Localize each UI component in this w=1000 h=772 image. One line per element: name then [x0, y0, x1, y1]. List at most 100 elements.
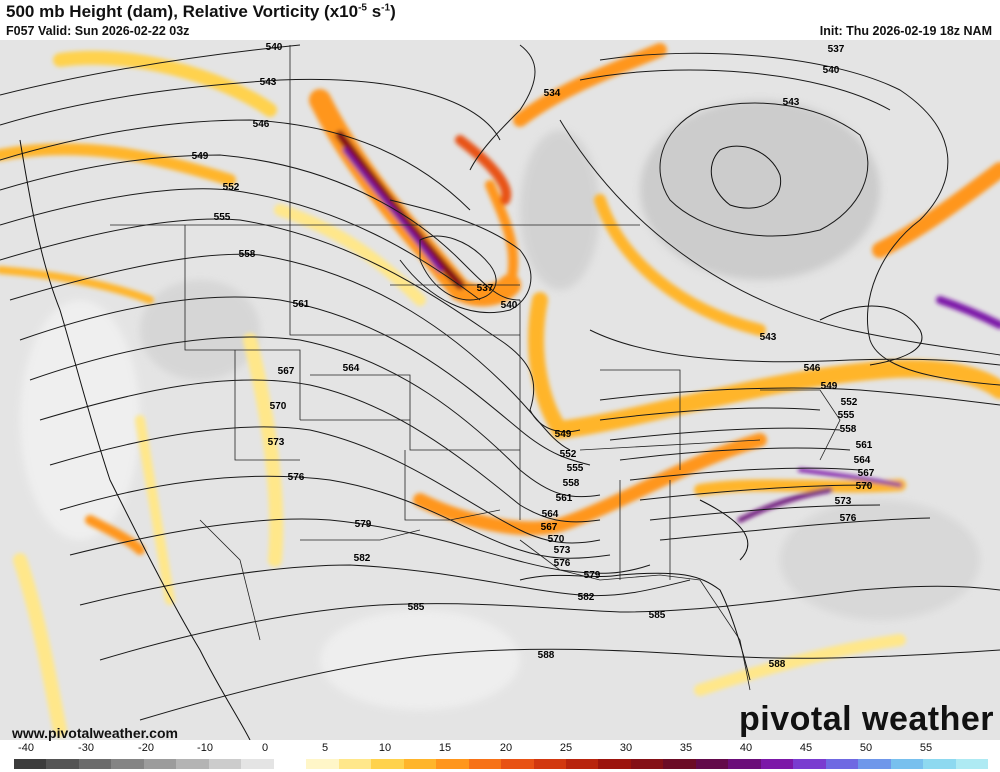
height-label: 582 — [354, 553, 371, 564]
height-labels: 5405435465495525555585615645675705735765… — [192, 42, 875, 670]
height-label: 585 — [408, 602, 425, 613]
colorbar-swatch — [598, 759, 631, 769]
height-label: 588 — [769, 659, 786, 670]
height-label: 549 — [821, 381, 838, 392]
colorbar-tick: 10 — [378, 742, 392, 754]
colorbar-tick: 30 — [619, 742, 633, 754]
colorbar-swatch — [111, 759, 144, 769]
height-label: 573 — [554, 545, 571, 556]
colorbar-swatch — [695, 759, 729, 769]
height-label: 567 — [858, 468, 875, 479]
colorbar-tick: 45 — [799, 742, 813, 754]
colorbar-swatch — [890, 759, 924, 769]
height-contours — [0, 44, 1000, 721]
height-label: 582 — [578, 592, 595, 603]
height-label: 540 — [501, 300, 518, 311]
colorbar-swatch — [468, 759, 502, 769]
height-label: 573 — [835, 496, 852, 507]
height-label: 579 — [355, 519, 372, 530]
height-label: 546 — [253, 119, 270, 130]
height-label: 576 — [840, 513, 857, 524]
colorbar-swatch — [663, 759, 696, 769]
height-label: 570 — [270, 401, 287, 412]
header: 500 mb Height (dam), Relative Vorticity … — [0, 0, 1000, 40]
colorbar-tick: -20 — [138, 742, 154, 754]
colorbar-swatch — [825, 759, 859, 769]
colorbar-swatch — [273, 759, 307, 769]
colorbar-swatch — [436, 759, 469, 769]
height-label: 561 — [856, 440, 873, 451]
height-label: 558 — [239, 249, 256, 260]
colorbar-swatch — [501, 759, 534, 769]
colorbar-swatch — [630, 759, 664, 769]
colorbar-swatch — [760, 759, 794, 769]
colorbar-tick: 15 — [438, 742, 452, 754]
colorbar-strip — [14, 759, 989, 769]
colorbar-tick: 20 — [499, 742, 513, 754]
height-label: 537 — [477, 283, 494, 294]
colorbar-tick: 0 — [261, 742, 269, 754]
vorticity-map: 540 543 546 549 552 555 558 561 564 567 570 573 576 5… — [0, 40, 1000, 740]
colorbar-swatch — [306, 759, 339, 769]
height-label: 564 — [343, 363, 360, 374]
colorbar-tick: -40 — [18, 742, 34, 754]
brand-logo: pivotal weather — [738, 700, 994, 738]
height-label: 579 — [584, 570, 601, 581]
height-label: 546 — [804, 363, 821, 374]
colorbar-swatch — [793, 759, 826, 769]
height-label: 567 — [278, 366, 295, 377]
colorbar-tick: -30 — [78, 742, 94, 754]
colorbar-tick: 55 — [919, 742, 933, 754]
height-label: 567 — [541, 522, 558, 533]
colorbar-tick: -10 — [197, 742, 213, 754]
colorbar-swatch — [241, 759, 274, 769]
height-label: 552 — [560, 449, 577, 460]
height-label: 543 — [760, 332, 777, 343]
height-label: 585 — [649, 610, 666, 621]
state-borders — [110, 45, 841, 691]
colorbar-tick: 40 — [739, 742, 753, 754]
colorbar-ticks: -40 -30 -20 -10 0 5 10 15 20 25 30 35 40 45 50 55 — [0, 742, 1000, 756]
colorbar-swatch — [338, 759, 372, 769]
colorbar-swatch — [403, 759, 437, 769]
height-label: 540 — [823, 65, 840, 76]
height-label: 555 — [838, 410, 855, 421]
height-label: 552 — [223, 182, 240, 193]
height-label: 555 — [567, 463, 584, 474]
height-label: 570 — [548, 534, 565, 545]
colorbar-swatch — [14, 759, 47, 769]
website-url[interactable]: www.pivotalweather.com — [12, 725, 178, 741]
height-label: 552 — [841, 397, 858, 408]
height-label: 534 — [544, 88, 561, 99]
height-label: 537 — [828, 44, 845, 55]
height-label: 561 — [556, 493, 573, 504]
colorbar-swatch — [955, 759, 989, 769]
height-label: 564 — [854, 455, 871, 466]
map-canvas: 5405435465495525555585615645675705735765… — [0, 40, 1000, 740]
colorbar-swatch — [565, 759, 599, 769]
coastlines — [19, 139, 923, 740]
colorbar-tick: 25 — [559, 742, 573, 754]
colorbar-swatch — [176, 759, 209, 769]
colorbar-swatch — [858, 759, 891, 769]
vorticity-bands — [0, 43, 1000, 737]
height-label: 564 — [542, 509, 559, 520]
colorbar-swatch — [728, 759, 761, 769]
colorbar-swatch — [533, 759, 566, 769]
map-title: 500 mb Height (dam), Relative Vorticity … — [6, 2, 396, 21]
height-label: 549 — [192, 151, 209, 162]
colorbar-swatch — [46, 759, 79, 769]
colorbar-tick: 5 — [321, 742, 329, 754]
colorbar-tick: 35 — [679, 742, 693, 754]
height-label: 540 — [266, 42, 283, 53]
height-label: 558 — [563, 478, 580, 489]
colorbar-swatch — [78, 759, 112, 769]
height-label: 549 — [555, 429, 572, 440]
height-label: 576 — [554, 558, 571, 569]
height-label: 570 — [856, 481, 873, 492]
colorbar-swatch — [371, 759, 404, 769]
valid-time: F057 Valid: Sun 2026-02-22 03z — [6, 24, 190, 38]
height-label: 543 — [260, 77, 277, 88]
height-label: 561 — [293, 299, 310, 310]
height-label: 576 — [288, 472, 305, 483]
